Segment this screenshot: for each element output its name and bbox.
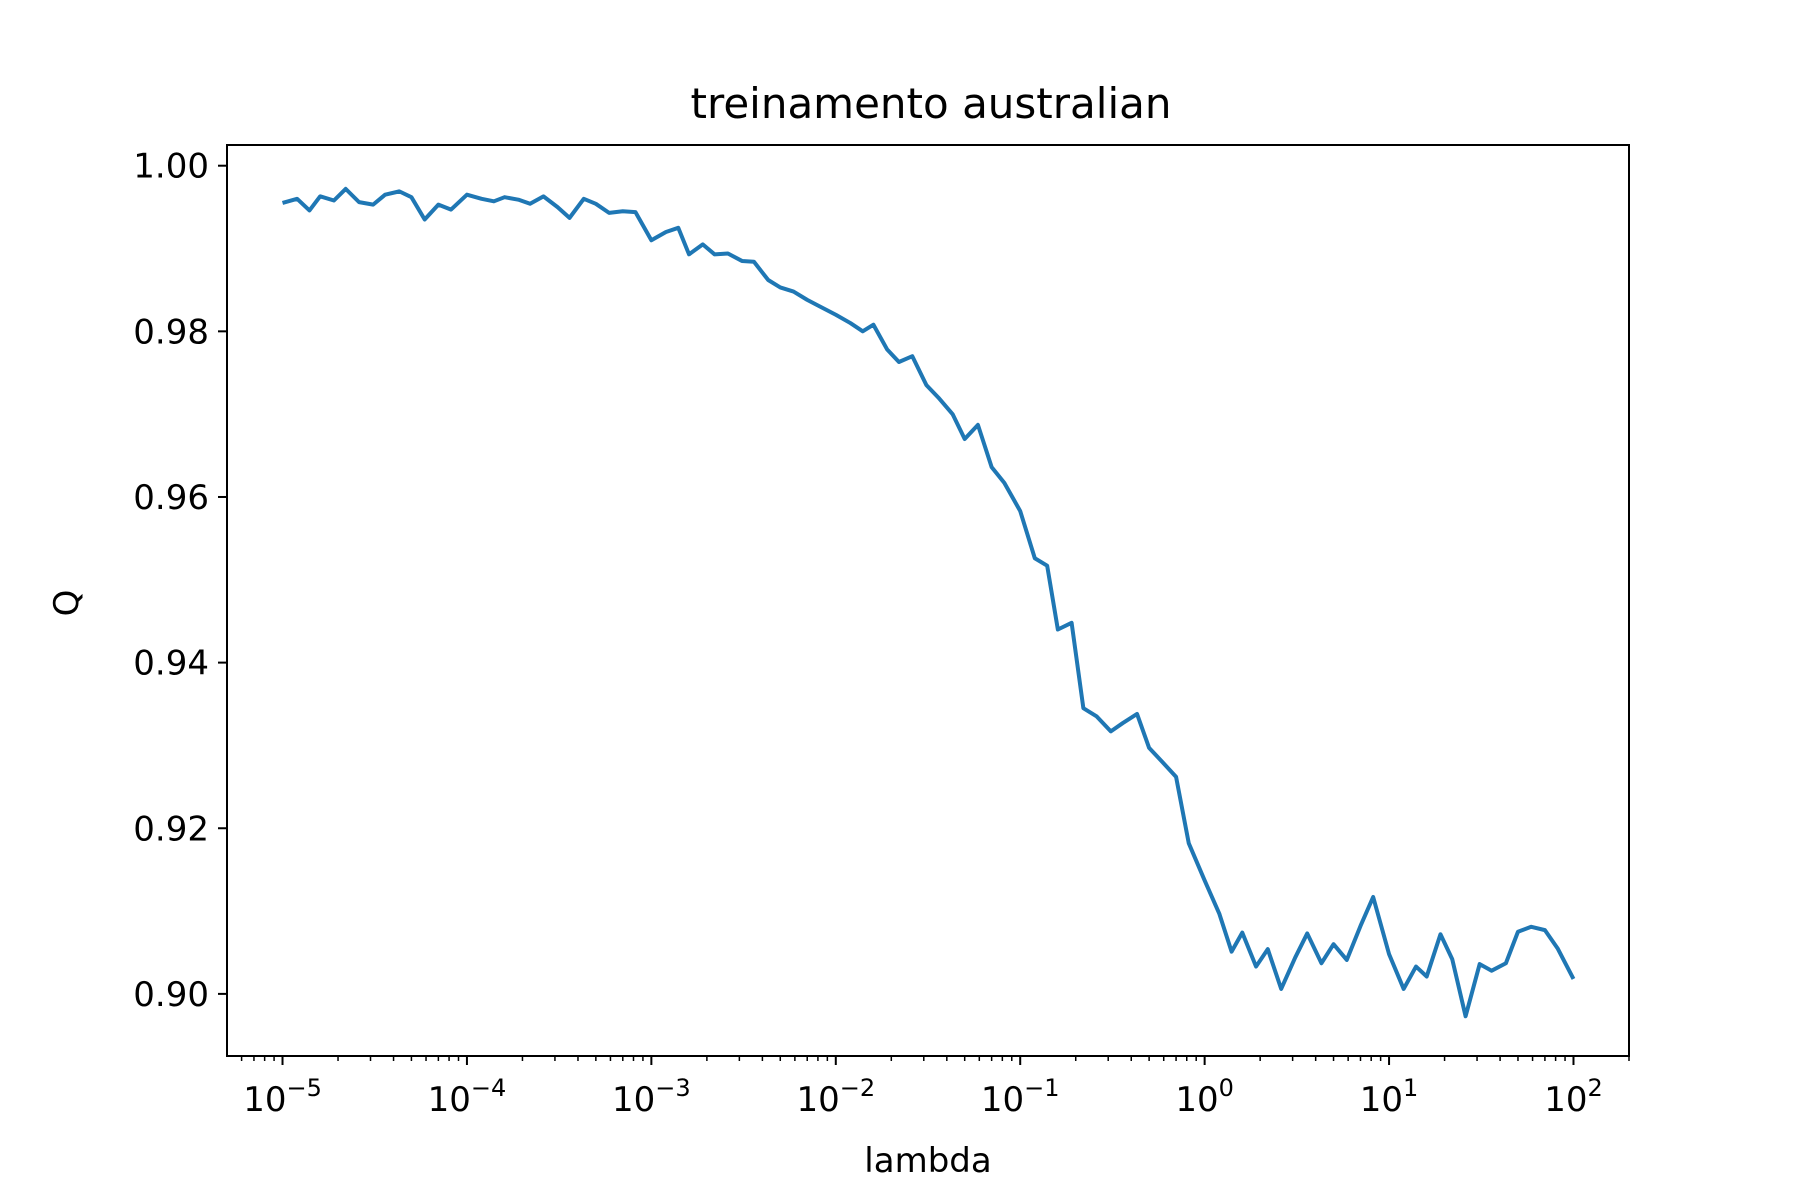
x-tick-label: 10−3 <box>612 1074 691 1120</box>
series-line-0 <box>281 186 1576 1019</box>
y-axis: 0.90 0.92 0.94 0.96 0.98 1.00 <box>133 147 227 1015</box>
y-tick-label: 0.90 <box>133 975 209 1015</box>
y-tick-label: 0.92 <box>133 809 209 849</box>
y-tick-label: 0.94 <box>133 644 209 684</box>
x-tick-label: 10−2 <box>796 1074 875 1120</box>
y-tick-label: 0.96 <box>133 478 209 518</box>
x-tick-label: 10−5 <box>243 1074 322 1120</box>
x-axis: 10−5 10−4 10−3 10−2 10−1 100 101 102 <box>240 1056 1630 1120</box>
x-tick-label: 10−1 <box>981 1074 1060 1120</box>
axes-frame <box>226 144 1630 1057</box>
y-tick-label: 1.00 <box>133 147 209 187</box>
chart-title: treinamento australian <box>691 79 1172 128</box>
x-axis-label: lambda <box>864 1141 991 1181</box>
y-tick-label: 0.98 <box>133 312 209 352</box>
x-tick-label: 102 <box>1544 1074 1603 1120</box>
x-tick-label: 10−4 <box>428 1074 507 1120</box>
x-tick-label: 100 <box>1175 1074 1234 1120</box>
plot-area <box>281 186 1576 1019</box>
x-tick-label: 101 <box>1360 1074 1419 1120</box>
y-axis-label: Q <box>47 590 87 617</box>
